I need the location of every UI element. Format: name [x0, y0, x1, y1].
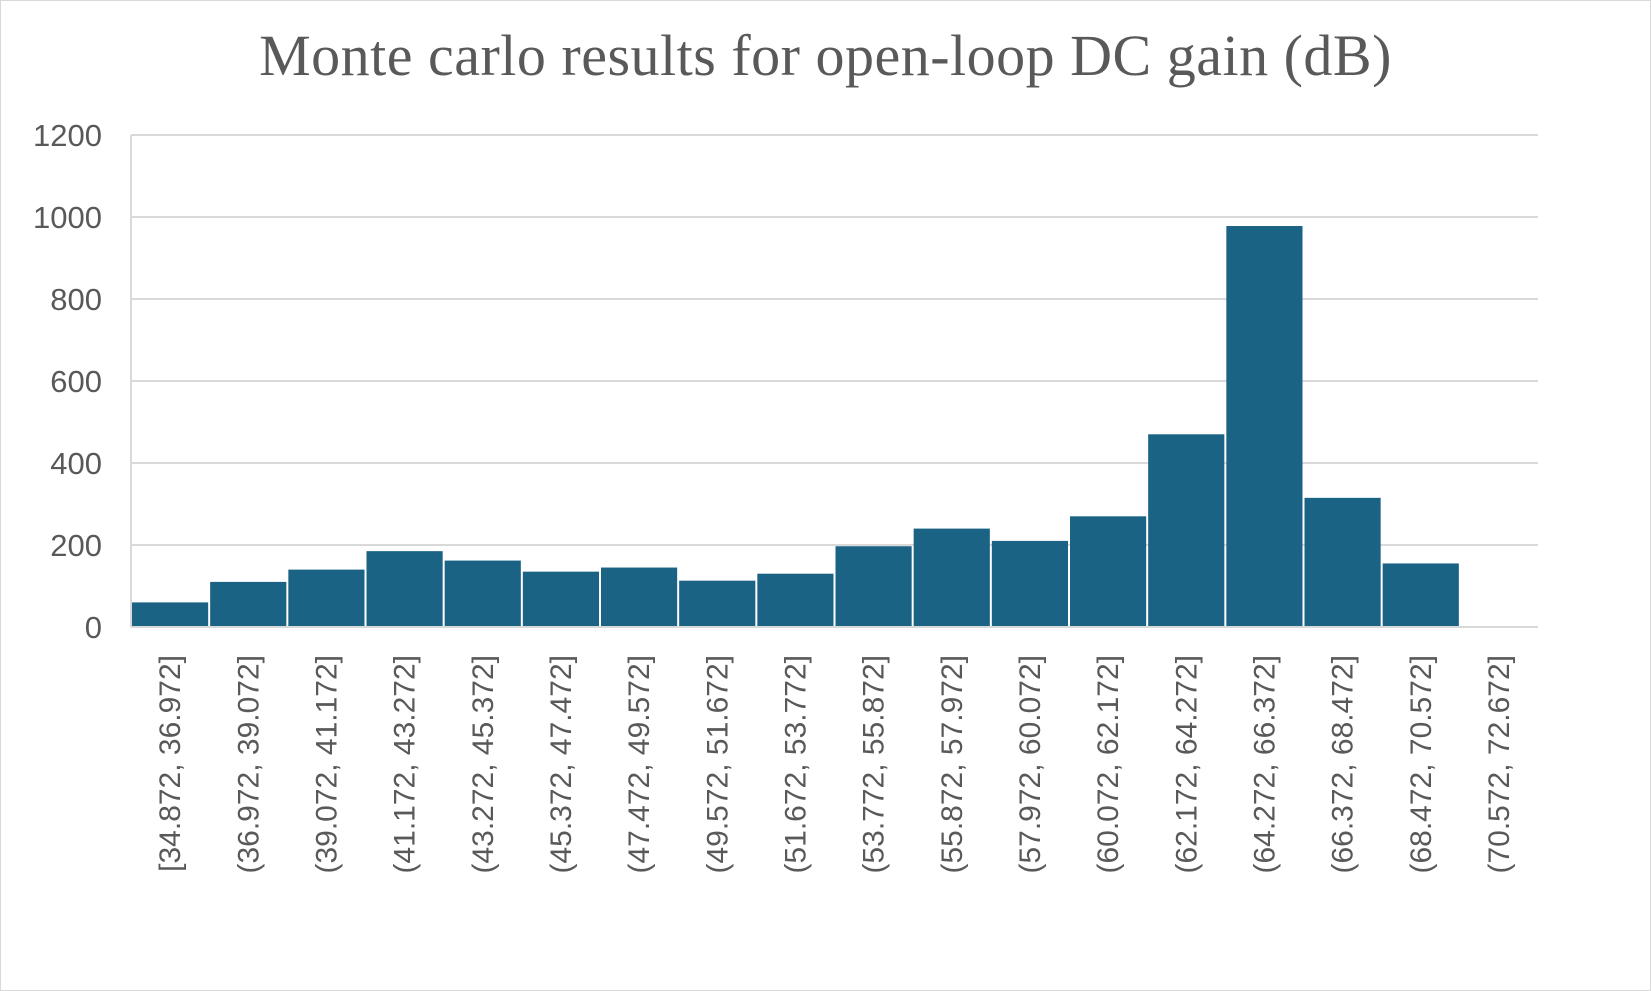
bar — [1148, 434, 1225, 627]
x-tick-label: (60.072, 62.172] — [1092, 655, 1125, 874]
bar — [991, 540, 1068, 627]
x-tick-label: (45.372, 47.472] — [545, 655, 578, 874]
bar — [366, 551, 443, 627]
x-tick-label: (68.472, 70.572] — [1405, 655, 1438, 874]
y-tick-label: 1200 — [33, 118, 102, 153]
x-tick-label: (57.972, 60.072] — [1014, 655, 1047, 874]
x-tick-label: (55.872, 57.972] — [936, 655, 969, 874]
bars — [132, 226, 1459, 627]
x-tick-label: (66.372, 68.472] — [1327, 655, 1360, 874]
x-tick-label: (53.772, 55.872] — [858, 655, 891, 874]
x-tick-label: (64.272, 66.372] — [1248, 655, 1281, 874]
x-tick-label: (39.072, 41.172] — [310, 655, 343, 874]
bar — [444, 560, 521, 627]
y-tick-label: 1000 — [33, 200, 102, 235]
x-axis: [34.872, 36.972] (36.972, 39.072] (39.072,… — [131, 626, 1538, 874]
x-tick-label: [34.872, 36.972] — [154, 655, 187, 872]
bar — [288, 569, 365, 627]
x-tick-label: (70.572, 72.672] — [1483, 655, 1516, 874]
x-tick-label: (36.972, 39.072] — [232, 655, 265, 874]
bar — [835, 546, 912, 627]
bar — [1304, 497, 1381, 627]
y-tick-label: 600 — [50, 364, 102, 399]
bar — [913, 528, 990, 627]
bar — [132, 602, 209, 627]
bar — [757, 573, 834, 627]
gridlines — [130, 134, 1538, 627]
bar — [1226, 226, 1303, 627]
x-tick-label: (51.672, 53.772] — [779, 655, 812, 874]
x-tick-label: (62.172, 64.272] — [1170, 655, 1203, 874]
x-tick-label: (41.172, 43.272] — [389, 655, 422, 874]
bar — [210, 581, 287, 627]
bar — [601, 567, 678, 627]
bar — [1382, 563, 1459, 627]
bar — [1070, 516, 1147, 627]
bar — [679, 580, 756, 627]
y-tick-label: 0 — [85, 610, 102, 645]
x-tick-label: (47.472, 49.572] — [623, 655, 656, 874]
y-tick-label: 200 — [50, 528, 102, 563]
y-tick-label: 800 — [50, 282, 102, 317]
y-tick-label: 400 — [50, 446, 102, 481]
bar — [522, 571, 599, 627]
x-tick-label: (43.272, 45.372] — [467, 655, 500, 874]
x-tick-label: (49.572, 51.672] — [701, 655, 734, 874]
y-axis: 0 200 400 600 800 1000 1200 — [33, 118, 102, 645]
chart-title: Monte carlo results for open-loop DC gai… — [259, 23, 1392, 88]
